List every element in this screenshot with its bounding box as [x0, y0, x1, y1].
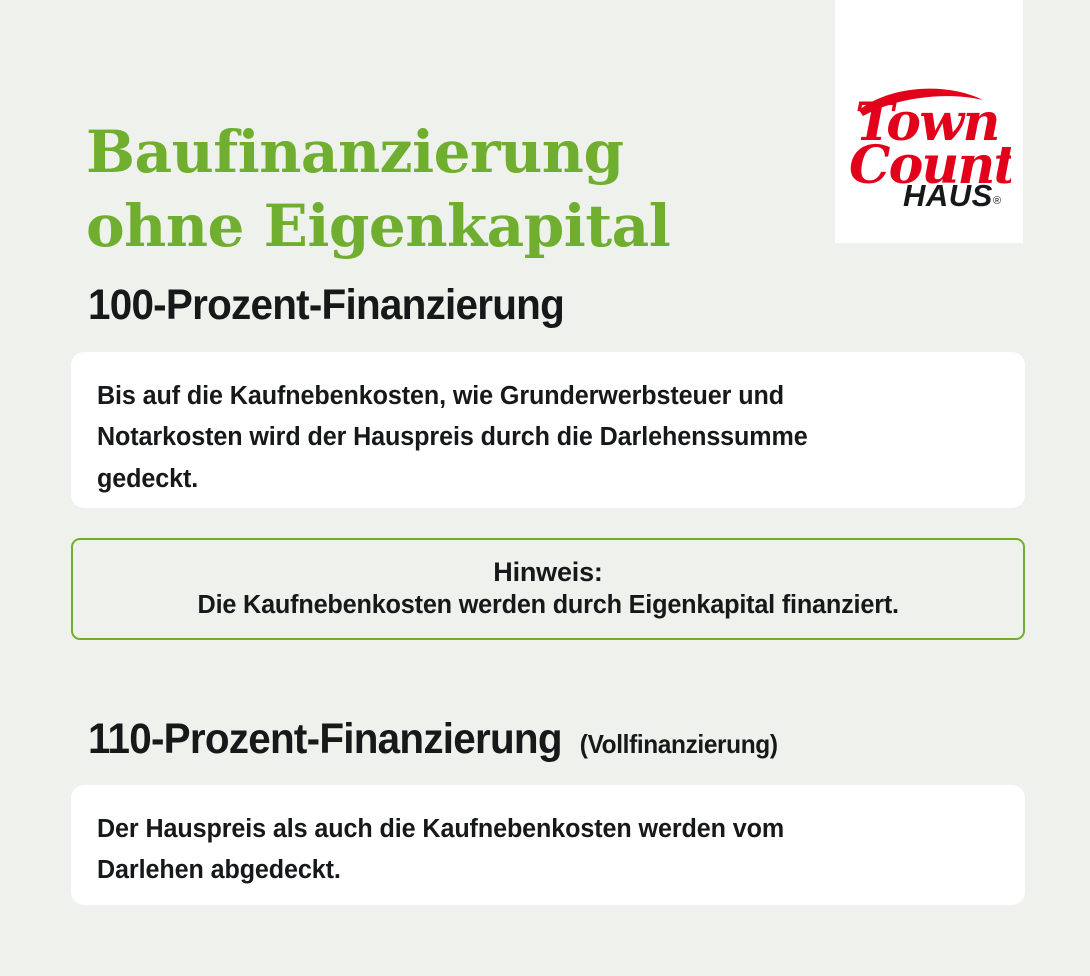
- card-100-text: Bis auf die Kaufnebenkosten, wie Grunder…: [97, 376, 985, 500]
- card-110-prozent: Der Hauspreis als auch die Kaufnebenkost…: [71, 785, 1025, 905]
- logo-panel: Town & Country HAUS ®: [835, 0, 1023, 243]
- section-heading-110-prozent: 110-Prozent-Finanzierung (Vollfinanzieru…: [88, 718, 778, 761]
- page-title-line-1: Baufinanzierung: [86, 117, 624, 186]
- card-100-prozent: Bis auf die Kaufnebenkosten, wie Grunder…: [71, 352, 1025, 508]
- page-title-line-2: ohne Eigenkapital: [86, 192, 671, 261]
- section-heading-100-prozent: 100-Prozent-Finanzierung: [88, 281, 565, 329]
- section-heading-100-label: 100-Prozent-Finanzierung: [88, 281, 565, 329]
- section-heading-110-sublabel: (Vollfinanzierung): [579, 729, 778, 759]
- section-heading-110-label: 110-Prozent-Finanzierung: [88, 715, 563, 763]
- logo-trademark-icon: ®: [993, 195, 1001, 207]
- card-100-line-1: Bis auf die Kaufnebenkosten, wie Grunder…: [97, 382, 784, 410]
- logo-word-town: Town &: [855, 92, 1011, 153]
- card-110-line-2: Darlehen abgedeckt.: [97, 856, 341, 885]
- page-title: Baufinanzierung ohne Eigenkapital: [86, 115, 786, 263]
- card-100-line-3: gedeckt.: [97, 464, 199, 493]
- logo-word-country: Country: [849, 135, 1011, 196]
- card-110-line-1: Der Hauspreis als auch die Kaufnebenkost…: [97, 815, 785, 843]
- card-100-line-2: Notarkosten wird der Hauspreis durch die…: [97, 423, 808, 452]
- hinweis-text: Die Kaufnebenkosten werden durch Eigenka…: [197, 591, 899, 620]
- hinweis-callout-box: Hinweis: Die Kaufnebenkosten werden durc…: [71, 538, 1025, 640]
- logo-word-haus: HAUS: [903, 178, 993, 213]
- hinweis-label: Hinweis:: [493, 556, 603, 587]
- town-and-country-haus-logo-icon: Town & Country HAUS ®: [849, 82, 1011, 214]
- logo-swoosh-icon: [859, 88, 983, 116]
- card-110-text: Der Hauspreis als auch die Kaufnebenkost…: [97, 809, 985, 892]
